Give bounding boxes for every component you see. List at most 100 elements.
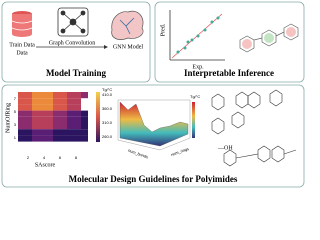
- heatmap-cell: [53, 135, 60, 142]
- colorbar: [96, 92, 100, 142]
- heatmap-cell: [18, 129, 25, 136]
- heatmap-cell: [32, 98, 39, 105]
- heatmap-cell: [46, 123, 53, 130]
- heatmap-cell: [60, 123, 67, 130]
- label: Data: [16, 50, 28, 56]
- database-icon: [11, 11, 33, 37]
- heatmap-cell: [81, 123, 88, 130]
- axis-label: num_rings: [170, 146, 189, 157]
- heatmap-cell: [60, 135, 67, 142]
- heatmap-cell: [39, 92, 46, 99]
- x-tick-label: 4: [43, 155, 46, 160]
- y-tick-label: 3: [14, 122, 17, 127]
- heatmap-cell: [46, 98, 53, 105]
- heatmap-cell: [39, 104, 46, 111]
- surface: [119, 101, 189, 147]
- heatmap-cell: [53, 129, 60, 136]
- heatmap-cell: [74, 116, 81, 123]
- heatmap-cell: [25, 110, 32, 117]
- heatmap-cell: [74, 98, 81, 105]
- heatmap-cell: [67, 98, 74, 105]
- axis-label: SAscore: [35, 162, 56, 168]
- heatmap-cell: [32, 116, 39, 123]
- heatmap-cell: [81, 92, 88, 99]
- heatmap-cell: [67, 129, 74, 136]
- heatmap-cell: [60, 98, 67, 105]
- axis-label: num_bonds: [127, 148, 148, 160]
- heatmap-cell: [74, 129, 81, 136]
- heatmap-cell: [25, 135, 32, 142]
- heatmap-cell: [67, 92, 74, 99]
- heatmap-cell: [18, 135, 25, 142]
- colorbar-tick-label: 260.0: [102, 134, 113, 139]
- heatmap-cell: [46, 104, 53, 111]
- heatmap-cell: [60, 110, 67, 117]
- heatmap-cell: [32, 104, 39, 111]
- colorbar-tick-label: 360.0: [102, 106, 113, 111]
- heatmap-cell: [18, 92, 25, 99]
- heatmap-cell: [39, 135, 46, 142]
- colorbar-label: Tg/°C: [190, 94, 200, 99]
- x-tick-label: 6: [59, 155, 62, 160]
- heatmap-cell: [32, 123, 39, 130]
- axis-label: Exp.: [192, 64, 204, 70]
- molecule-icon: [239, 23, 299, 53]
- heatmap-cell: [74, 104, 81, 111]
- heatmap-cell: [60, 92, 67, 99]
- heatmap-cell: [81, 129, 88, 136]
- heatmap-cell: [81, 110, 88, 117]
- brain-icon: [111, 10, 144, 40]
- y-tick-label: 1: [14, 135, 17, 140]
- heatmap-cell: [53, 116, 60, 123]
- heatmap-cell: [46, 92, 53, 99]
- heatmap-cell: [67, 110, 74, 117]
- heatmap-cell: [18, 116, 25, 123]
- heatmap-cell: [53, 104, 60, 111]
- y-tick-label: 5: [14, 109, 17, 114]
- heatmap-cell: [53, 123, 60, 130]
- arrow: [104, 45, 108, 49]
- structures: [211, 89, 297, 167]
- colorbar: [192, 102, 195, 138]
- heatmap-cell: [74, 110, 81, 117]
- heatmap-cell: [74, 92, 81, 99]
- heatmap: [18, 92, 88, 142]
- heatmap-cell: [53, 98, 60, 105]
- graph-icon: [57, 7, 89, 37]
- heatmap-cell: [74, 123, 81, 130]
- label: Graph Convolution: [49, 40, 96, 46]
- heatmap-cell: [25, 129, 32, 136]
- x-tick-label: 8: [75, 155, 78, 160]
- heatmap-cell: [32, 135, 39, 142]
- heatmap-cell: [46, 116, 53, 123]
- frame: [117, 99, 191, 151]
- heatmap-cell: [81, 116, 88, 123]
- colorbar-label: Tg/°C: [102, 87, 112, 92]
- heatmap-cell: [60, 116, 67, 123]
- axis-label: Pred.: [160, 23, 166, 36]
- heatmap-cell: [81, 135, 88, 142]
- substituent: —OH: [217, 145, 233, 151]
- heatmap-cell: [18, 110, 25, 117]
- x-tick-label: 2: [27, 155, 30, 160]
- colorbar-tick-label: 310.0: [102, 120, 113, 125]
- panel-title: Molecular Design Guidelines for Polyimid…: [69, 174, 238, 184]
- heatmap-cell: [39, 129, 46, 136]
- label: GNN Model: [113, 44, 143, 50]
- heatmap-cell: [39, 110, 46, 117]
- heatmap-cell: [32, 92, 39, 99]
- heatmap-cell: [53, 110, 60, 117]
- heatmap-cell: [60, 104, 67, 111]
- heatmap-cell: [25, 116, 32, 123]
- heatmap-cell: [46, 129, 53, 136]
- heatmap-cell: [67, 116, 74, 123]
- heatmap-cell: [39, 98, 46, 105]
- heatmap-cell: [74, 135, 81, 142]
- axis-label: NumOfRing: [4, 103, 11, 133]
- panel-title: Interpretable Inference: [184, 68, 274, 78]
- colorbar-tick-label: 410.0: [102, 92, 113, 97]
- figure: Train Data Data Graph Convolution GNN Mo…: [1, 1, 305, 188]
- heatmap-cell: [67, 123, 74, 130]
- heatmap-cell: [25, 92, 32, 99]
- heatmap-cell: [18, 104, 25, 111]
